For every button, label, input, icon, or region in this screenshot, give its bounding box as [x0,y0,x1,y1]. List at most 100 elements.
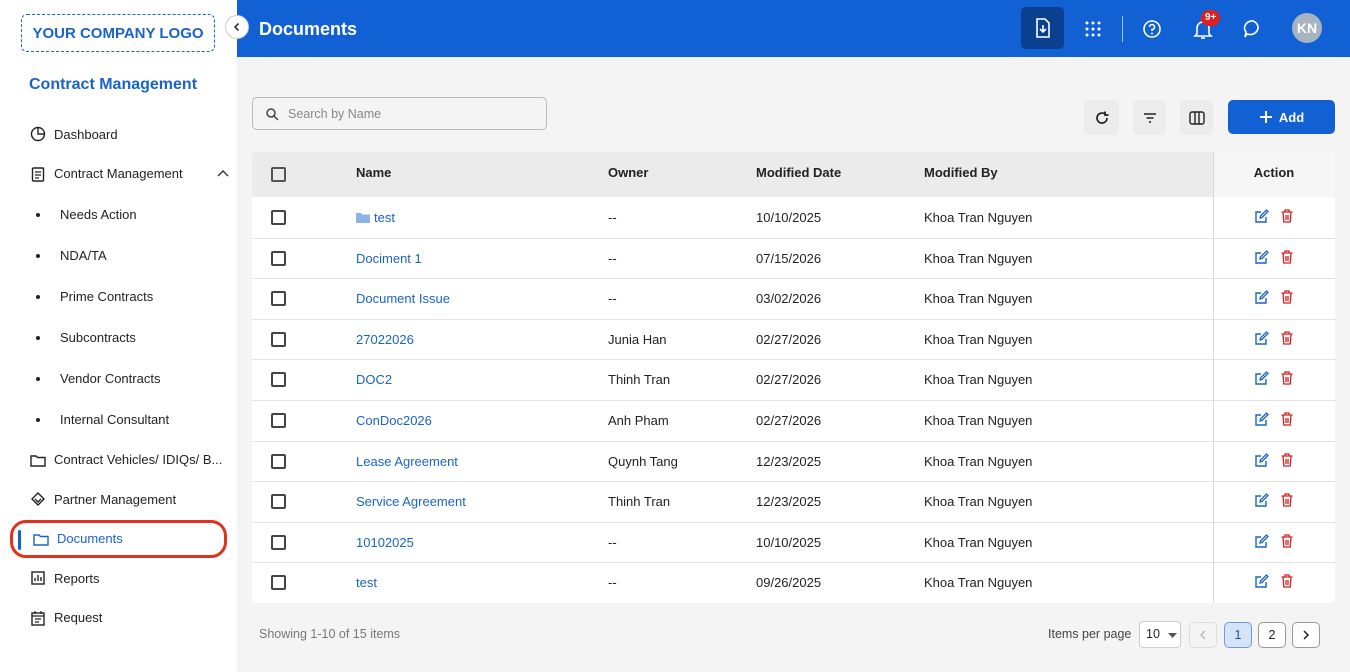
cell: Thinh Tran [608,494,671,510]
nav-subitem[interactable]: Prime Contracts [10,277,227,317]
cell: 07/15/2026 [756,250,822,266]
nav-subitem[interactable]: Subcontracts [10,318,227,358]
document-name[interactable]: Dociment 1 [356,250,422,266]
row-checkbox[interactable] [271,250,286,266]
edit-icon[interactable] [1254,452,1269,468]
cell: Anh Pham [608,413,669,428]
nav-item[interactable]: Request [10,598,227,638]
delete-icon[interactable] [1281,412,1293,426]
row-checkbox[interactable] [271,372,286,388]
showing-text: Showing 1-10 of 15 items [259,627,401,641]
notification-badge: 9+ [1201,10,1221,26]
row-checkbox[interactable] [271,210,286,225]
column-header: Action [1253,165,1295,180]
delete-icon[interactable] [1281,371,1293,386]
nav-subitem[interactable]: Vendor Contracts [10,359,227,399]
chat-icon[interactable] [1242,18,1264,40]
column-header: Modified Date [756,165,842,180]
row-checkbox[interactable] [271,331,286,347]
row-checkbox[interactable] [271,291,286,307]
edit-icon[interactable] [1254,493,1269,508]
delete-icon[interactable] [1281,574,1293,589]
delete-icon[interactable] [1281,249,1293,264]
edit-icon[interactable] [1254,371,1269,386]
nav-subitem[interactable]: Internal Consultant [10,400,227,440]
nav-label: Vendor Contracts [60,371,161,386]
nav-item[interactable]: Contract Vehicles/ IDIQs/ B... [10,440,227,480]
delete-icon[interactable] [1281,452,1293,467]
nav-label: Contract Management [54,166,183,181]
filter-button[interactable] [1133,100,1166,135]
columns-button[interactable] [1180,100,1213,135]
delete-icon[interactable] [1281,290,1293,304]
nav-item[interactable]: Contract Management [10,154,229,194]
column-header: Name [356,165,392,180]
document-name[interactable]: Document Issue [356,291,450,307]
nav-subitem[interactable]: Needs Action [10,195,227,235]
document-name[interactable]: Service Agreement [356,494,466,510]
nav-item[interactable]: Documents [10,519,227,558]
cell: 10/10/2025 [756,534,822,550]
page-button[interactable]: 1 [1224,622,1252,648]
edit-icon[interactable] [1254,249,1269,265]
row-divider [252,400,1335,401]
document-name[interactable]: 10102025 [356,534,414,550]
nav-label: NDA/TA [60,248,107,263]
row-checkbox[interactable] [271,413,286,428]
cell: Khoa Tran Nguyen [924,291,1033,307]
cell: -- [608,575,617,591]
search-box[interactable]: Search by Name [252,97,547,130]
document-name[interactable]: test [356,575,377,591]
add-label: Add [1278,109,1305,125]
nav-item[interactable]: Partner Management [10,479,227,519]
row-checkbox[interactable] [271,453,286,469]
document-name[interactable]: 27022026 [356,331,414,347]
nav-item[interactable]: Dashboard [10,114,227,154]
avatar[interactable]: KN [1292,13,1322,43]
sidebar: YOUR COMPANY LOGO Contract Management Da… [0,0,237,672]
prev-page[interactable] [1189,622,1217,648]
cell: Khoa Tran Nguyen [924,210,1033,225]
edit-icon[interactable] [1254,209,1269,224]
page-size-select[interactable]: 10 [1139,621,1181,648]
nav-subitem[interactable]: NDA/TA [10,236,227,276]
page-button[interactable]: 2 [1258,622,1286,648]
add-button[interactable]: Add [1228,100,1335,134]
edit-icon[interactable] [1254,290,1269,305]
edit-icon[interactable] [1254,574,1269,589]
row-checkbox[interactable] [271,575,286,591]
table-header [252,152,1213,197]
delete-icon[interactable] [1281,209,1293,223]
document-name[interactable]: ConDoc2026 [356,413,432,428]
cell: Quynh Tang [608,453,678,469]
nav-item[interactable]: Reports [10,558,227,598]
delete-icon[interactable] [1281,534,1293,548]
column-header: Owner [608,165,649,180]
header-checkbox[interactable] [271,167,286,182]
refresh-button[interactable] [1084,100,1119,135]
row-checkbox[interactable] [271,534,286,550]
document-name[interactable]: test [374,210,395,225]
help-icon[interactable] [1142,19,1162,39]
folder-icon [356,213,370,223]
edit-icon[interactable] [1254,533,1269,549]
next-page[interactable] [1292,622,1320,648]
nav-label: Request [54,610,103,625]
download-button[interactable] [1021,7,1064,49]
apps-icon[interactable] [1085,21,1101,37]
document-name[interactable]: DOC2 [356,372,393,388]
delete-icon[interactable] [1281,331,1293,345]
nav-label: Internal Consultant [60,412,170,427]
documents-table: Name Owner Modified Date Modified By Action t… [252,152,1335,603]
edit-icon[interactable] [1254,412,1269,427]
nav-label: Reports [54,570,100,586]
edit-icon[interactable] [1254,330,1269,346]
cell: -- [608,291,617,307]
document-name[interactable]: Lease Agreement [356,453,458,469]
logo: YOUR COMPANY LOGO [21,14,215,52]
page-title: Documents [259,19,358,39]
collapse-button[interactable] [225,15,249,39]
delete-icon[interactable] [1281,493,1293,507]
row-checkbox[interactable] [271,494,286,510]
